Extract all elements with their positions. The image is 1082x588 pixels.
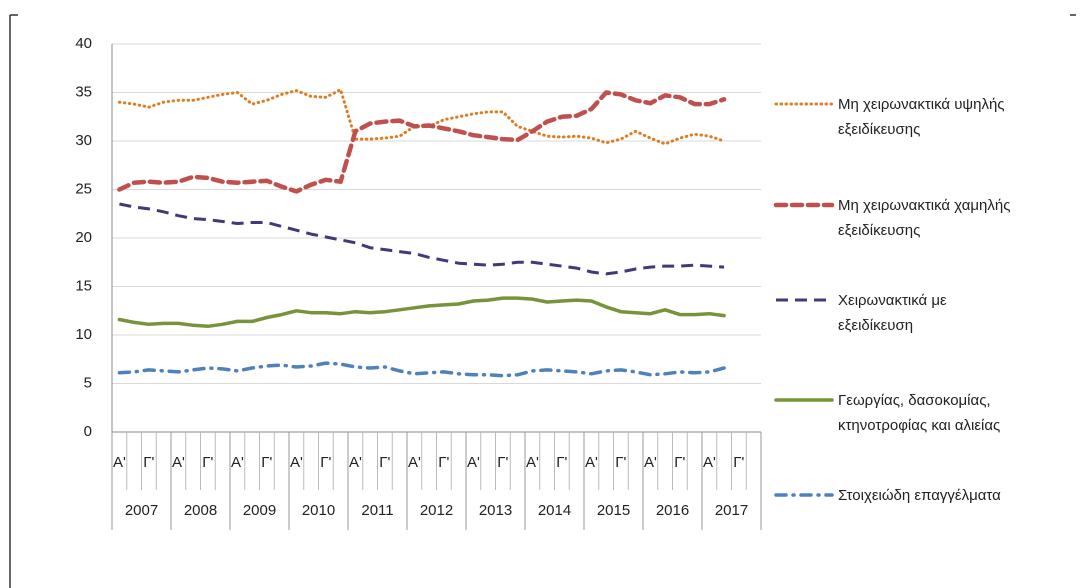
x-tick-label: Γ' <box>143 454 154 471</box>
year-label: 2011 <box>361 502 393 519</box>
y-tick-label: 20 <box>75 229 92 246</box>
series-line <box>117 90 727 194</box>
y-tick-label: 0 <box>84 423 92 440</box>
x-tick-label: Γ' <box>497 454 508 471</box>
x-tick-label: Α' <box>467 454 480 471</box>
year-label: 2012 <box>420 502 453 519</box>
x-tick-label: Γ' <box>615 454 626 471</box>
year-label: 2008 <box>184 502 217 519</box>
x-tick-label: Α' <box>172 454 185 471</box>
x-tick-label: Γ' <box>202 454 213 471</box>
x-tick-label: Α' <box>113 454 126 471</box>
x-tick-label: Α' <box>349 454 362 471</box>
y-tick-label: 35 <box>75 83 92 100</box>
x-tick-label: Γ' <box>438 454 449 471</box>
legend-label: Γεωργίας, δασοκομίας, κτηνοτροφίας και α… <box>838 391 1001 434</box>
x-tick-label: Γ' <box>379 454 390 471</box>
year-label: 2015 <box>597 502 630 519</box>
legend-label: Μη χειρωνακτικά χαμηλής εξειδίκευσης <box>838 196 1011 239</box>
series-line <box>117 296 726 329</box>
year-label: 2017 <box>715 502 748 519</box>
x-tick-label: Α' <box>526 454 539 471</box>
x-tick-label: Α' <box>231 454 244 471</box>
y-tick-label: 10 <box>75 326 92 343</box>
x-tick-label: Γ' <box>674 454 685 471</box>
x-tick-label: Α' <box>644 454 657 471</box>
y-tick-label: 5 <box>84 374 92 391</box>
legend-label: Στοιχειώδη επαγγέλματα <box>838 486 1001 504</box>
year-label: 2007 <box>125 502 158 519</box>
x-tick-label: Α' <box>585 454 598 471</box>
y-tick-label: 25 <box>75 180 92 197</box>
y-tick-label: 30 <box>75 132 92 149</box>
frame <box>9 14 1076 588</box>
x-tick-label: Α' <box>408 454 421 471</box>
x-tick-label: Γ' <box>320 454 331 471</box>
series-line <box>117 361 726 378</box>
x-tick-label: Α' <box>703 454 716 471</box>
legend-label: Χειρωνακτικά με εξειδίκευση <box>838 291 947 334</box>
x-tick-label: Γ' <box>733 454 744 471</box>
x-tick-label: Γ' <box>556 454 567 471</box>
year-label: 2009 <box>243 502 276 519</box>
year-label: 2010 <box>302 502 335 519</box>
year-label: 2013 <box>479 502 512 519</box>
y-tick-label: 40 <box>75 35 92 52</box>
series-line <box>119 202 725 276</box>
year-label: 2014 <box>538 502 571 519</box>
legend-label: Μη χειρωνακτικά υψηλής εξειδίκευσης <box>838 95 1005 138</box>
x-tick-label: Γ' <box>261 454 272 471</box>
year-label: 2016 <box>656 502 689 519</box>
y-tick-label: 15 <box>75 277 92 294</box>
x-tick-label: Α' <box>290 454 303 471</box>
